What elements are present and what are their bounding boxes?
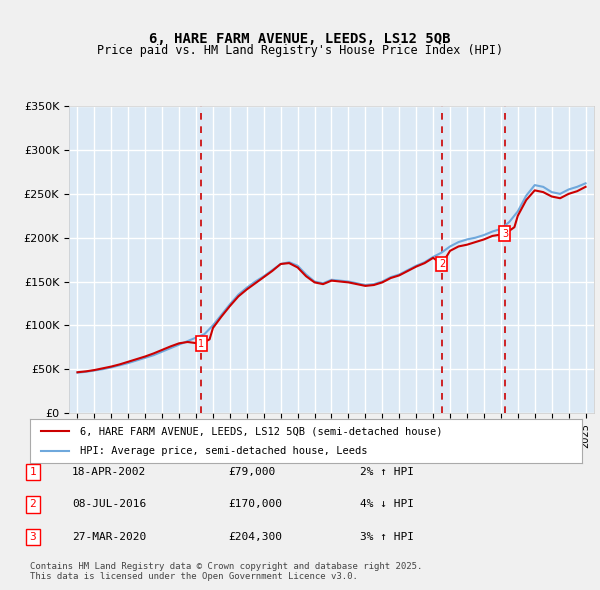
Text: 08-JUL-2016: 08-JUL-2016 bbox=[72, 500, 146, 509]
Text: 2% ↑ HPI: 2% ↑ HPI bbox=[360, 467, 414, 477]
Text: Contains HM Land Registry data © Crown copyright and database right 2025.
This d: Contains HM Land Registry data © Crown c… bbox=[30, 562, 422, 581]
Text: 27-MAR-2020: 27-MAR-2020 bbox=[72, 532, 146, 542]
Text: Price paid vs. HM Land Registry's House Price Index (HPI): Price paid vs. HM Land Registry's House … bbox=[97, 44, 503, 57]
Text: 3: 3 bbox=[29, 532, 37, 542]
Text: HPI: Average price, semi-detached house, Leeds: HPI: Average price, semi-detached house,… bbox=[80, 446, 367, 455]
Text: 6, HARE FARM AVENUE, LEEDS, LS12 5QB (semi-detached house): 6, HARE FARM AVENUE, LEEDS, LS12 5QB (se… bbox=[80, 427, 442, 436]
Text: £170,000: £170,000 bbox=[228, 500, 282, 509]
Text: 6, HARE FARM AVENUE, LEEDS, LS12 5QB: 6, HARE FARM AVENUE, LEEDS, LS12 5QB bbox=[149, 32, 451, 47]
Text: £204,300: £204,300 bbox=[228, 532, 282, 542]
Text: 4% ↓ HPI: 4% ↓ HPI bbox=[360, 500, 414, 509]
Text: 1: 1 bbox=[29, 467, 37, 477]
Text: 3% ↑ HPI: 3% ↑ HPI bbox=[360, 532, 414, 542]
Text: 2: 2 bbox=[439, 259, 445, 269]
Text: 18-APR-2002: 18-APR-2002 bbox=[72, 467, 146, 477]
Text: 3: 3 bbox=[502, 229, 508, 239]
Text: £79,000: £79,000 bbox=[228, 467, 275, 477]
Text: 2: 2 bbox=[29, 500, 37, 509]
Text: 1: 1 bbox=[198, 339, 204, 349]
